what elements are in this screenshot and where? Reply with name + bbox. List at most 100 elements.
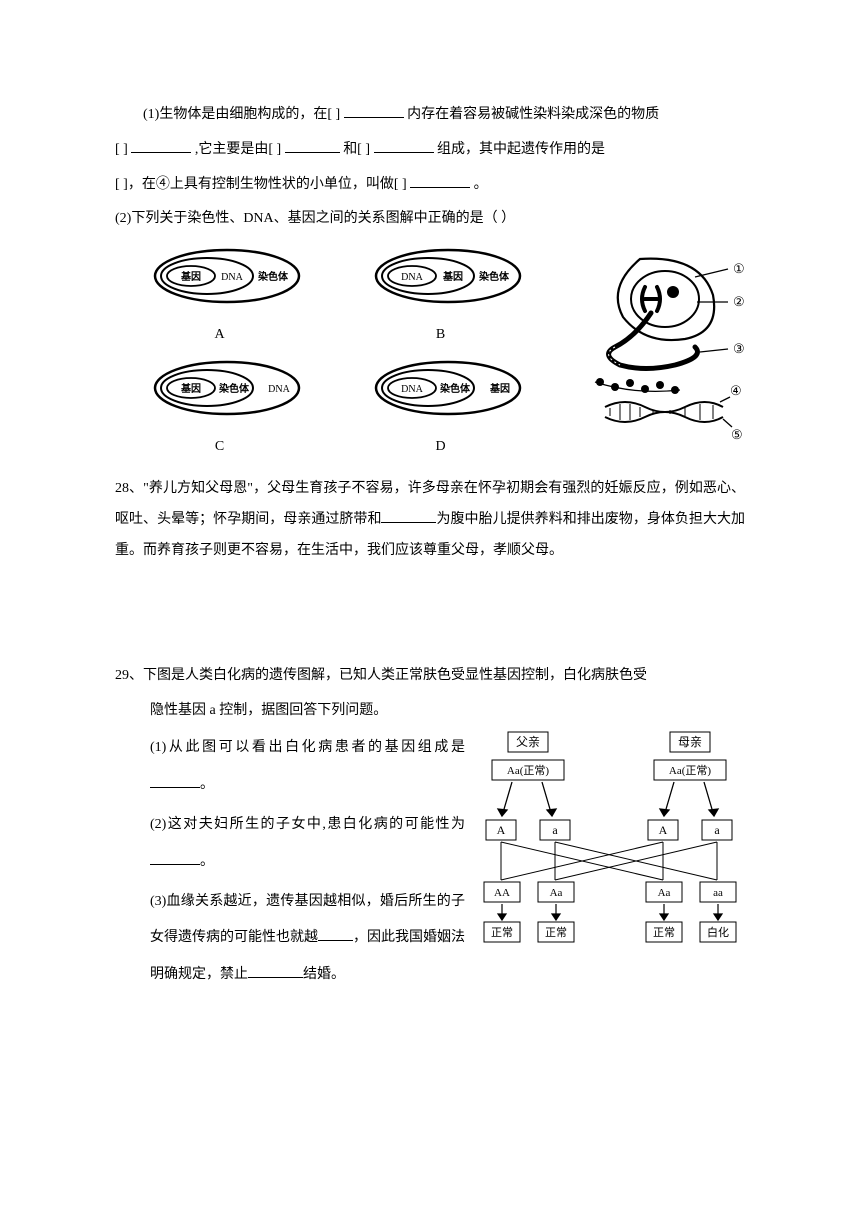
q27-1c: 内存在着容易被碱性染料染成深色的物质: [407, 107, 659, 122]
q27-3c: ]: [402, 177, 407, 192]
svg-text:②: ②: [733, 294, 745, 309]
svg-text:aa: aa: [713, 887, 723, 899]
svg-text:基因: 基因: [180, 382, 201, 395]
q29-s3c: 结婚。: [303, 967, 345, 982]
q27-3b: ]，在④上具有控制生物性状的小单位，叫做[: [123, 177, 398, 192]
q29-intro2: 隐性基因 a 控制，据图回答下列问题。: [115, 696, 745, 727]
venn-a: 基因 DNA 染色体 A: [115, 247, 324, 351]
venn-b: DNA 基因 染色体 B: [336, 247, 545, 351]
q27-2g: 组成，其中起遗传作用的是: [437, 142, 605, 157]
venn-b-label: B: [336, 320, 545, 351]
pedigree-svg: 父亲 母亲 Aa(正常) Aa(正常) A a A a: [480, 730, 745, 945]
q29-s2a: (2)这对夫妇所生的子女中,患白化病的可能性为: [150, 817, 465, 832]
svg-text:③: ③: [733, 341, 745, 356]
q29-text: (1)从此图可以看出白化病患者的基因组成是。 (2)这对夫妇所生的子女中,患白化…: [115, 730, 465, 997]
q29-s1: (1)从此图可以看出白化病患者的基因组成是。: [115, 730, 465, 803]
q27-2b: ]: [123, 142, 128, 157]
svg-text:DNA: DNA: [401, 384, 423, 395]
cell-svg: ① ② ③ ④: [545, 247, 745, 447]
q27-2e: 和[: [343, 142, 362, 157]
svg-text:白化: 白化: [707, 925, 729, 939]
q29-s2: (2)这对夫妇所生的子女中,患白化病的可能性为。: [115, 807, 465, 880]
venn-c-svg: 基因 染色体 DNA: [137, 359, 302, 417]
q29-content: (1)从此图可以看出白化病患者的基因组成是。 (2)这对夫妇所生的子女中,患白化…: [115, 730, 745, 997]
blank: [381, 509, 436, 523]
venn-grid: 基因 DNA 染色体 A DNA 基因 染色体 B: [115, 247, 545, 462]
q27-1b: ]: [336, 107, 341, 122]
svg-text:DNA: DNA: [401, 272, 423, 283]
q27-line1: (1)生物体是由细胞构成的，在[ ] 内存在着容易被碱性染料染成深色的物质: [115, 100, 745, 131]
q27-line2: [ ] ,它主要是由[ ] 和[ ] 组成，其中起遗传作用的是: [115, 135, 745, 166]
q27-1a: (1)生物体是由细胞构成的，在[: [143, 107, 332, 122]
q27-3a: [: [115, 177, 120, 192]
gap: [115, 631, 745, 661]
q29-s2b: 。: [200, 854, 214, 869]
q27-3d: 。: [474, 177, 488, 192]
q28-prefix: 28、: [115, 481, 143, 496]
venn-a-svg: 基因 DNA 染色体: [137, 247, 302, 305]
blank: [248, 964, 303, 978]
pedigree-diagram: 父亲 母亲 Aa(正常) Aa(正常) A a A a: [480, 730, 745, 958]
q29-s1b: 。: [200, 777, 214, 792]
cell-diagram: ① ② ③ ④: [545, 247, 745, 447]
venn-c: 基因 染色体 DNA C: [115, 359, 324, 463]
svg-text:①: ①: [733, 261, 745, 276]
venn-b-svg: DNA 基因 染色体: [358, 247, 523, 305]
svg-text:A: A: [659, 823, 668, 837]
venn-c-label: C: [115, 432, 324, 463]
venn-container: 基因 DNA 染色体 A DNA 基因 染色体 B: [115, 247, 545, 462]
svg-text:正常: 正常: [545, 926, 567, 939]
svg-text:基因: 基因: [489, 382, 510, 395]
blank: [285, 139, 340, 153]
gap: [115, 601, 745, 631]
q29-prefix: 29、: [115, 668, 143, 683]
svg-text:基因: 基因: [442, 270, 463, 283]
blank: [318, 927, 353, 941]
blank: [344, 104, 404, 118]
svg-text:染色体: 染色体: [218, 382, 250, 395]
q27-line4: (2)下列关于染色性、DNA、基因之间的关系图解中正确的是（ ）: [115, 204, 745, 235]
venn-a-label: A: [115, 320, 324, 351]
blank: [150, 774, 200, 788]
blank: [410, 174, 470, 188]
svg-text:AA: AA: [494, 887, 510, 899]
svg-text:a: a: [714, 823, 720, 837]
blank: [131, 139, 191, 153]
svg-text:染色体: 染色体: [478, 270, 510, 283]
q27-2a: [: [115, 142, 120, 157]
q27-2c: ,它主要是由[: [195, 142, 273, 157]
q28: 28、"养儿方知父母恩"，父母生育孩子不容易，许多母亲在怀孕初期会有强烈的妊娠反…: [115, 474, 745, 566]
figure-row: 基因 DNA 染色体 A DNA 基因 染色体 B: [115, 247, 745, 462]
svg-text:④: ④: [730, 383, 742, 398]
q27-4: (2)下列关于染色性、DNA、基因之间的关系图解中正确的是（ ）: [115, 211, 515, 226]
blank: [374, 139, 434, 153]
svg-text:基因: 基因: [180, 270, 201, 283]
svg-text:正常: 正常: [491, 926, 513, 939]
svg-text:染色体: 染色体: [257, 270, 289, 283]
q27-line3: [ ]，在④上具有控制生物性状的小单位，叫做[ ] 。: [115, 170, 745, 201]
q29-intro-a: 下图是人类白化病的遗传图解，已知人类正常肤色受显性基因控制，白化病肤色受: [143, 668, 647, 683]
svg-text:Aa: Aa: [658, 887, 671, 899]
venn-d-label: D: [336, 432, 545, 463]
q27-2f: ]: [365, 142, 370, 157]
gap: [115, 571, 745, 601]
svg-text:染色体: 染色体: [439, 382, 471, 395]
q29-intro: 29、下图是人类白化病的遗传图解，已知人类正常肤色受显性基因控制，白化病肤色受: [115, 661, 745, 692]
svg-text:DNA: DNA: [268, 384, 290, 395]
svg-text:a: a: [552, 823, 558, 837]
svg-text:Aa(正常): Aa(正常): [507, 764, 549, 777]
blank: [150, 851, 200, 865]
svg-text:正常: 正常: [653, 926, 675, 939]
venn-d-svg: DNA 染色体 基因: [358, 359, 523, 417]
q29-s1a: (1)从此图可以看出白化病患者的基因组成是: [150, 740, 465, 755]
q29-intro-b: 隐性基因 a 控制，据图回答下列问题。: [150, 703, 387, 718]
svg-text:母亲: 母亲: [678, 735, 702, 749]
svg-text:父亲: 父亲: [516, 735, 540, 749]
q27-2d: ]: [277, 142, 282, 157]
venn-d: DNA 染色体 基因 D: [336, 359, 545, 463]
svg-text:Aa: Aa: [550, 887, 563, 899]
svg-text:⑤: ⑤: [731, 427, 743, 442]
q29-s3: (3)血缘关系越近，遗传基因越相似，婚后所生的子女得遗传病的可能性也就越，因此我…: [115, 884, 465, 993]
svg-text:A: A: [497, 823, 506, 837]
svg-text:Aa(正常): Aa(正常): [669, 764, 711, 777]
